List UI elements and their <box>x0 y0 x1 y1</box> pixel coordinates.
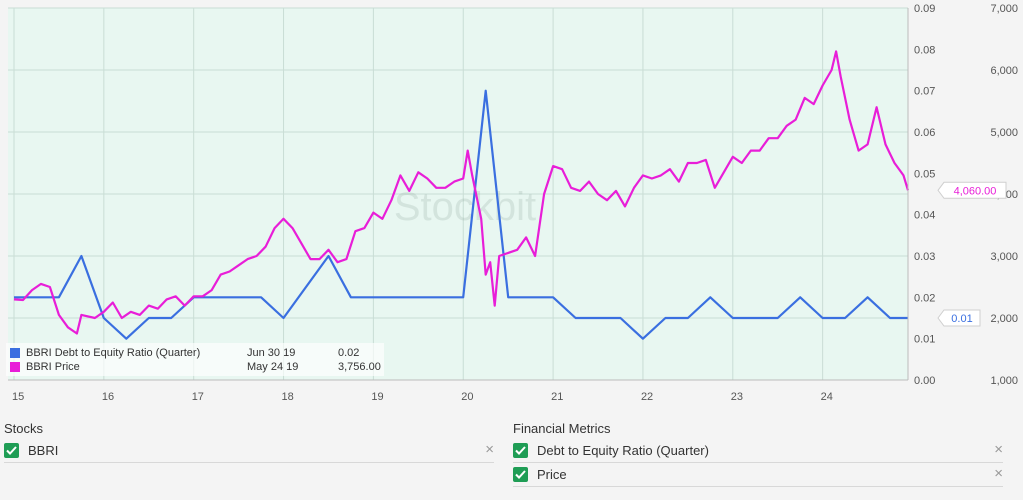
metric-item-price: Price × <box>513 464 1003 487</box>
stock-item-bbri: BBRI × <box>4 440 494 463</box>
x-tick-label: 16 <box>102 391 114 403</box>
metric-item-label: Debt to Equity Ratio (Quarter) <box>537 443 709 458</box>
watermark-text: Stockbit <box>394 185 536 229</box>
legend-series-name: BBRI Debt to Equity Ratio (Quarter) <box>26 347 201 359</box>
series-line-debt-equity <box>14 89 908 340</box>
end-labels: 0.01 4,060.00 <box>937 181 1007 327</box>
end-label-text: 0.01 <box>951 313 972 325</box>
y-left-tick-label: 0.04 <box>914 210 935 222</box>
checkbox-checked-icon[interactable] <box>513 443 528 458</box>
y-left-tick-label: 0.02 <box>914 292 935 304</box>
x-tick-label: 24 <box>821 391 833 403</box>
x-tick-label: 23 <box>731 391 743 403</box>
legend-swatch-price <box>10 362 20 372</box>
y-left-tick-label: 0.01 <box>914 334 935 346</box>
series-line-price <box>13 50 910 335</box>
legend-series-date: Jun 30 19 <box>247 347 296 359</box>
x-tick-label: 22 <box>641 391 653 403</box>
stock-item-label: BBRI <box>28 443 59 458</box>
legend-row-debt-equity: BBRI Debt to Equity Ratio (Quarter) Jun … <box>10 346 382 360</box>
legend-row-price: BBRI Price May 24 19 3,756.00 <box>10 360 382 374</box>
metric-item-debt-equity: Debt to Equity Ratio (Quarter) × <box>513 440 1003 463</box>
y-left-tick-label: 0.08 <box>914 44 935 56</box>
end-label-bg <box>937 309 981 327</box>
x-tick-label: 18 <box>282 391 294 403</box>
chart: Stockbit 15 16 17 18 19 20 21 22 23 24 1,000 2,000 3… <box>8 3 1018 403</box>
x-tick-label: 15 <box>12 391 24 403</box>
remove-stock-button[interactable]: × <box>485 441 494 458</box>
y-right-tick-label: 7,000 <box>990 3 1018 15</box>
end-label-debt-equity: 0.01 <box>937 309 981 327</box>
checkbox-checked-icon[interactable] <box>4 443 19 458</box>
x-tick-label: 19 <box>371 391 383 403</box>
legend-series-name: BBRI Price <box>26 361 80 373</box>
stocks-panel-title: Stocks <box>4 421 44 436</box>
legend: BBRI Debt to Equity Ratio (Quarter) Jun … <box>6 343 384 376</box>
end-label-bg <box>937 181 1007 199</box>
series <box>13 50 910 340</box>
x-tick-label: 20 <box>461 391 473 403</box>
y-left-tick-label: 0.00 <box>914 375 935 387</box>
y-right-tick-label: 3,000 <box>990 251 1018 263</box>
metric-item-label: Price <box>537 467 567 482</box>
legend-series-value: 0.02 <box>338 347 360 359</box>
y-left-tick-label: 0.06 <box>914 127 935 139</box>
x-tick-label: 21 <box>551 391 563 403</box>
metrics-panel-title: Financial Metrics <box>513 421 611 436</box>
legend-swatch-debt-equity <box>10 348 20 358</box>
y-left-tick-label: 0.07 <box>914 86 935 98</box>
end-label-text: 4,060.00 <box>954 185 997 197</box>
legend-series-value: 3,756.00 <box>338 361 381 373</box>
y-right-tick-label: 6,000 <box>990 65 1018 77</box>
end-label-price: 4,060.00 <box>937 181 1007 199</box>
remove-metric-button[interactable]: × <box>994 465 1003 482</box>
y-left-tick-label: 0.03 <box>914 251 935 263</box>
watermark: Stockbit <box>394 185 536 229</box>
y-right-tick-label: 1,000 <box>990 375 1018 387</box>
checkbox-checked-icon[interactable] <box>513 467 528 482</box>
remove-metric-button[interactable]: × <box>994 441 1003 458</box>
y-left-tick-label: 0.09 <box>914 3 935 15</box>
y-right-tick-label: 2,000 <box>990 313 1018 325</box>
x-tick-label: 17 <box>192 391 204 403</box>
legend-series-date: May 24 19 <box>247 361 299 373</box>
y-right-tick-label: 5,000 <box>990 127 1018 139</box>
y-left-tick-label: 0.05 <box>914 168 935 180</box>
